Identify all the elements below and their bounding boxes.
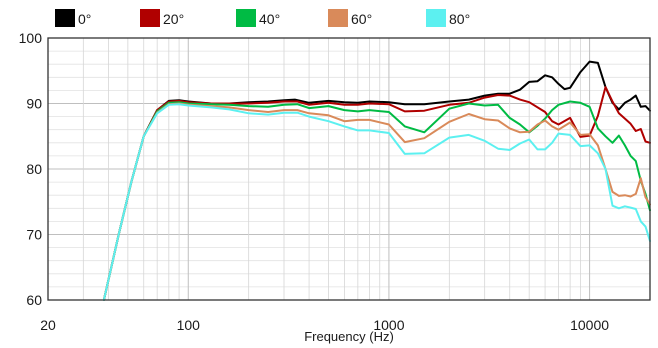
y-tick-labels: 60 70 80 90 100 — [19, 30, 43, 308]
legend-swatch — [328, 9, 348, 27]
legend: 0° 20° 40° 60° 80° — [55, 9, 470, 27]
grid — [47, 37, 651, 301]
x-tick-label: 10000 — [570, 317, 609, 333]
x-tick-label: 100 — [177, 317, 201, 333]
y-tick-label: 70 — [26, 227, 42, 243]
legend-swatch — [140, 9, 160, 27]
x-tick-labels: 20 100 1000 10000 — [40, 317, 609, 333]
series-line-3 — [102, 102, 651, 301]
legend-item: 40° — [236, 9, 280, 27]
legend-label: 20° — [163, 11, 184, 27]
y-tick-label: 80 — [26, 161, 42, 177]
x-tick-label: 20 — [40, 317, 56, 333]
legend-swatch — [236, 9, 256, 27]
x-tick-label: 1000 — [373, 317, 404, 333]
legend-label: 60° — [351, 11, 372, 27]
legend-item: 80° — [426, 9, 470, 27]
y-tick-label: 100 — [19, 30, 43, 46]
plot-frame — [47, 37, 651, 301]
legend-swatch — [426, 9, 446, 27]
series-line-1 — [102, 86, 651, 301]
y-tick-label: 90 — [26, 96, 42, 112]
legend-label: 0° — [78, 11, 91, 27]
legend-item: 20° — [140, 9, 184, 27]
legend-item: 0° — [55, 9, 91, 27]
legend-item: 60° — [328, 9, 372, 27]
x-axis-title: Frequency (Hz) — [304, 329, 394, 344]
legend-label: 40° — [259, 11, 280, 27]
legend-label: 80° — [449, 11, 470, 27]
y-tick-label: 60 — [26, 292, 42, 308]
series-line-0 — [102, 60, 651, 301]
series-line-2 — [102, 100, 651, 301]
series-line-4 — [102, 103, 651, 301]
legend-swatch — [55, 9, 75, 27]
series-lines — [102, 60, 651, 301]
